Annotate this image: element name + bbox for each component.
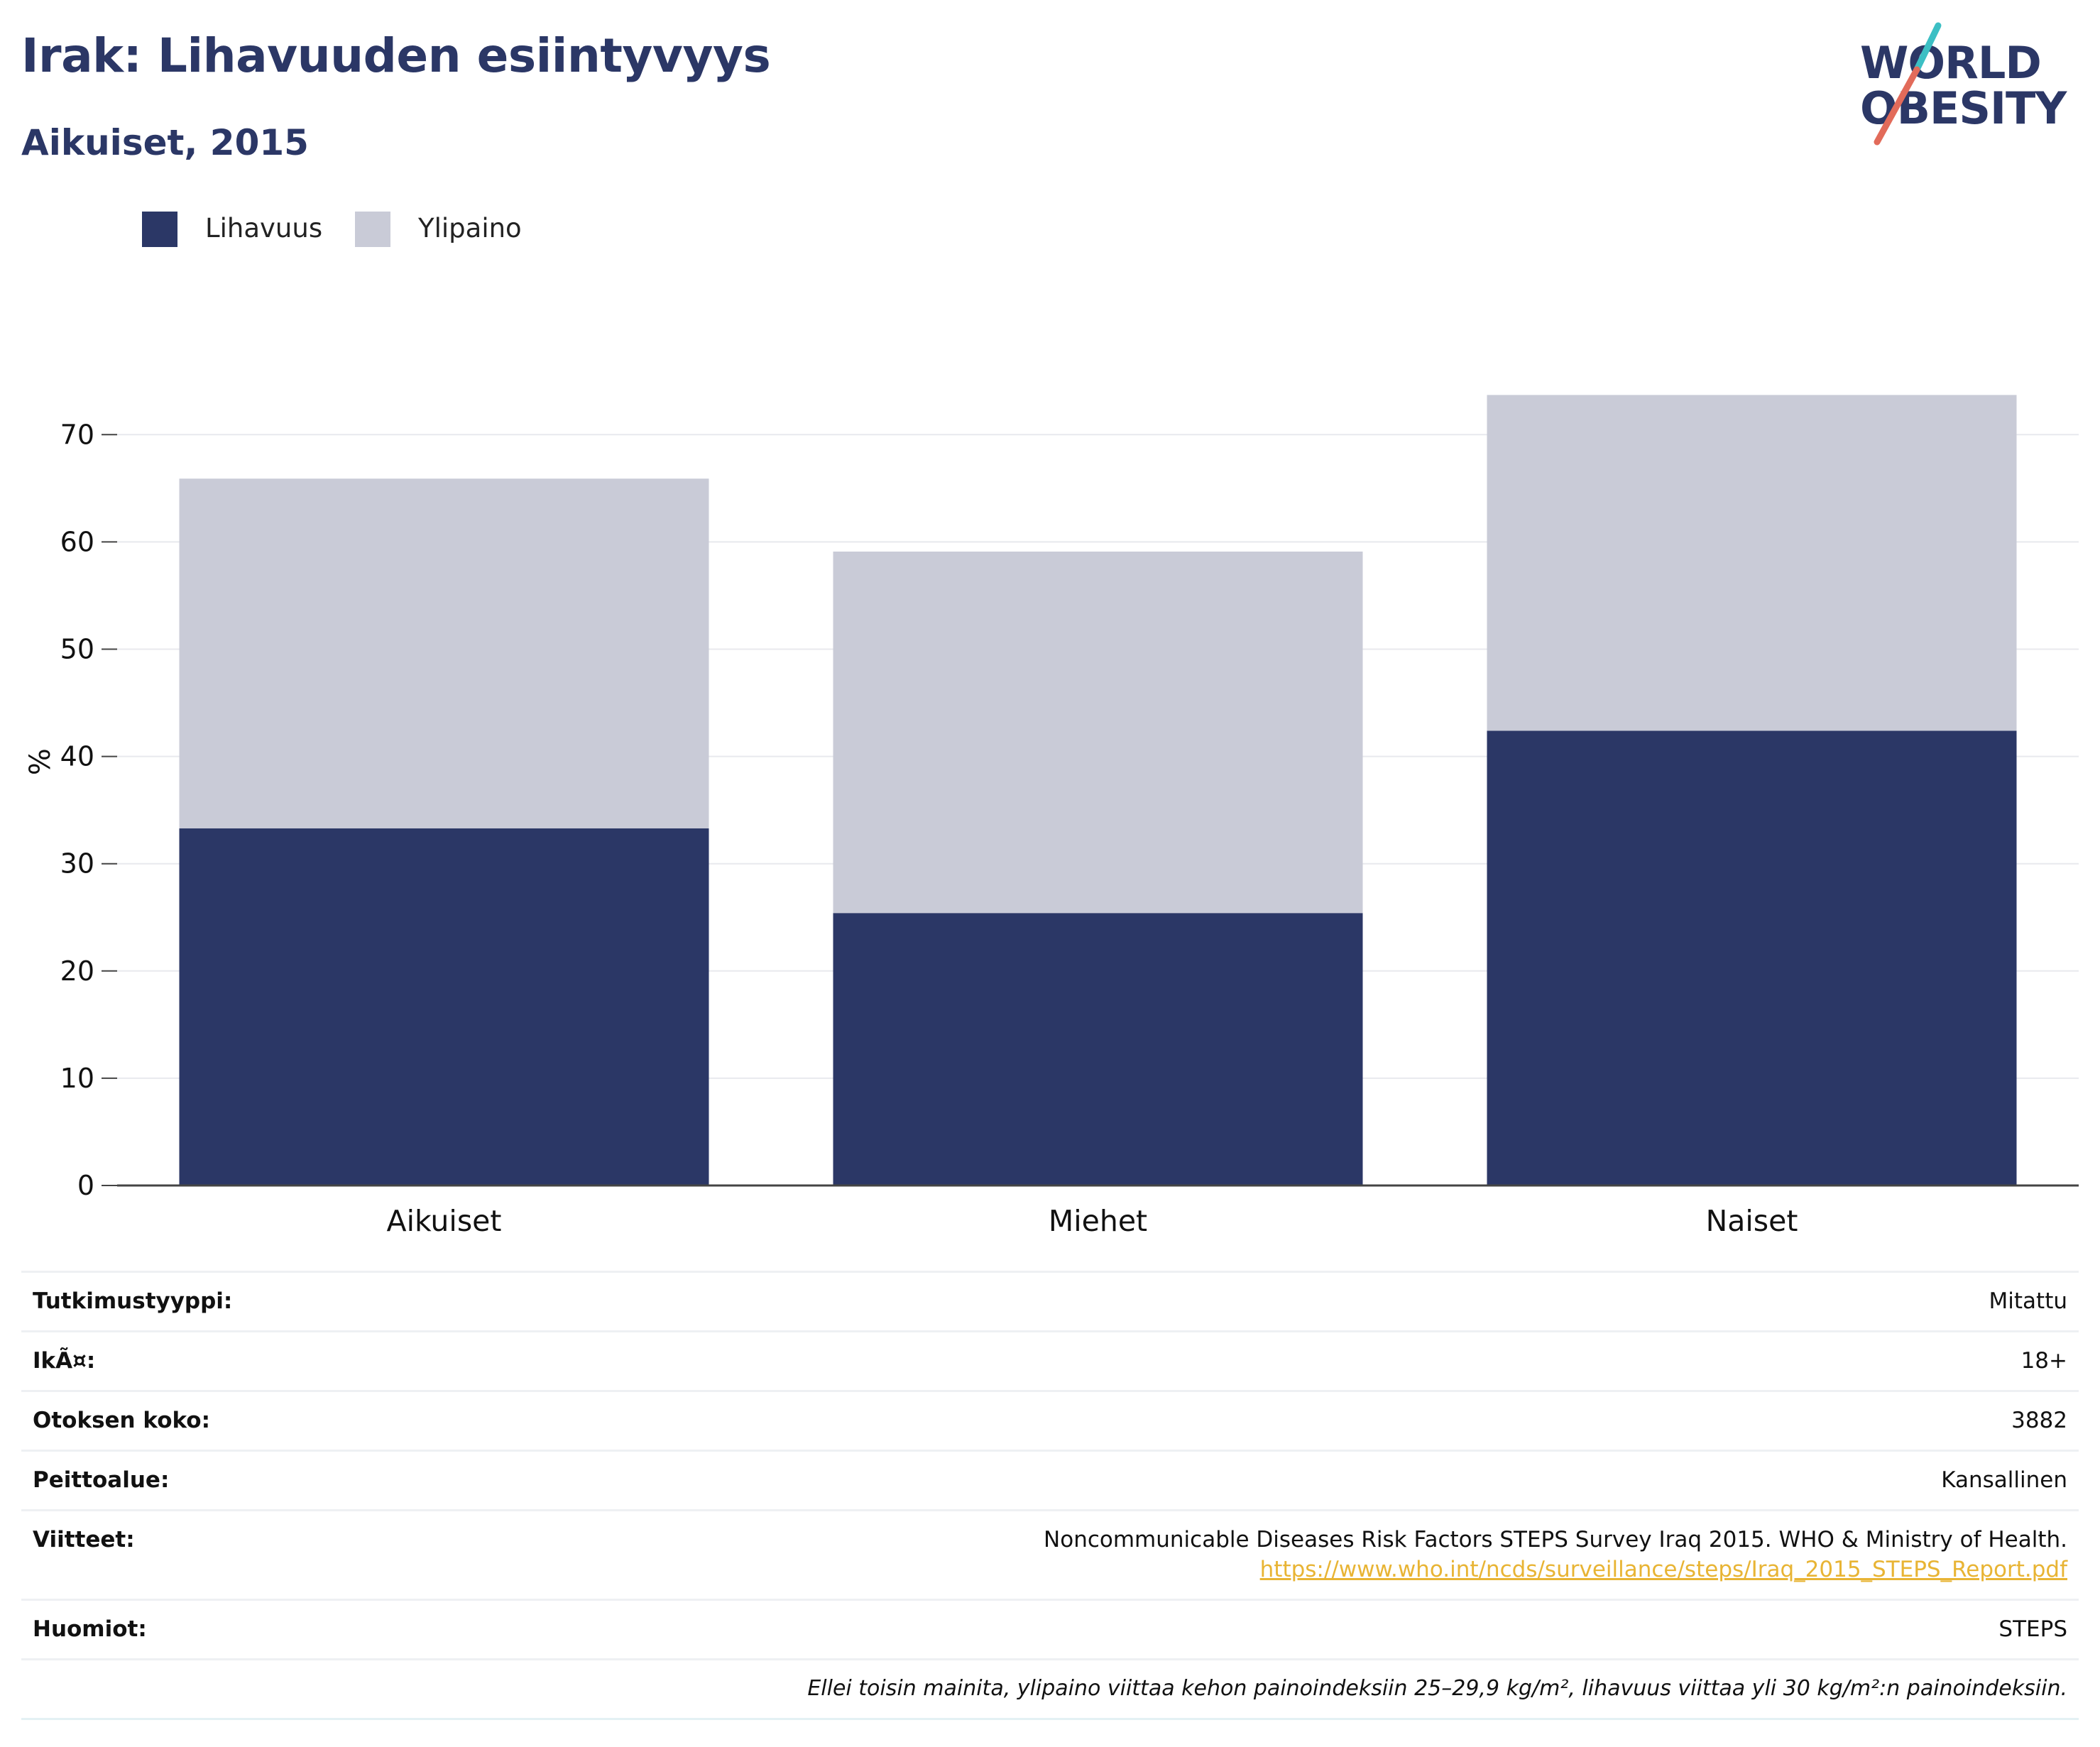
info-label: Viitteet: — [33, 1527, 135, 1552]
bar-ylipaino — [1487, 395, 2017, 731]
legend-swatch-ylipaino — [355, 212, 390, 247]
info-label: Huomiot: — [33, 1616, 147, 1642]
info-label: IkÃ¤: — [33, 1348, 96, 1374]
info-row-footnote: Ellei toisin mainita, ylipaino viittaa k… — [21, 1660, 2079, 1720]
y-tick-label: 30 — [60, 848, 94, 880]
bar-lihavuus — [179, 828, 709, 1185]
stacked-bar-chart: 0 10 20 30 40 50 60 70% Aikuiset Miehet Naiset — [24, 395, 2079, 1238]
info-value: 3882 — [2011, 1408, 2067, 1433]
info-value: 18+ — [2020, 1348, 2067, 1374]
info-row-sample-size: Otoksen koko: 3882 — [21, 1392, 2079, 1452]
bar-lihavuus — [1487, 730, 2017, 1185]
y-tick-label: 60 — [60, 526, 94, 557]
references-value: Noncommunicable Diseases Risk Factors ST… — [1044, 1527, 2067, 1582]
legend-label-ylipaino: Ylipaino — [418, 213, 522, 243]
footnote-text: Ellei toisin mainita, ylipaino viittaa k… — [807, 1676, 2067, 1701]
info-label: Otoksen koko: — [33, 1408, 210, 1433]
y-tick-label: 50 — [60, 634, 94, 665]
info-table: Tutkimustyyppi: Mitattu IkÃ¤: 18+ Otokse… — [21, 1271, 2079, 1720]
info-value: STEPS — [1998, 1616, 2067, 1642]
logo-slash-icon — [1874, 22, 1942, 146]
page-subtitle: Aikuiset, 2015 — [21, 122, 309, 163]
y-tick-label: 70 — [60, 419, 94, 450]
bar-ylipaino — [833, 551, 1363, 914]
bar-lihavuus — [833, 913, 1363, 1185]
logo-line-1: WORLD — [1860, 37, 2042, 89]
info-row-references: Viitteet: Noncommunicable Diseases Risk … — [21, 1511, 2079, 1601]
legend-swatch-lihavuus — [142, 212, 177, 247]
x-tick-label: Aikuiset — [387, 1204, 502, 1238]
world-obesity-logo: WORLD OBESITY — [1846, 20, 2087, 155]
x-tick-label: Naiset — [1706, 1204, 1798, 1238]
info-row-age: IkÃ¤: 18+ — [21, 1332, 2079, 1392]
x-tick-label: Miehet — [1049, 1204, 1147, 1238]
info-value: Kansallinen — [1941, 1467, 2067, 1493]
page-title: Irak: Lihavuuden esiintyvyys — [21, 28, 771, 83]
y-tick-label: 20 — [60, 955, 94, 987]
y-tick-label: 40 — [60, 741, 94, 772]
y-tick-label: 10 — [60, 1063, 94, 1094]
info-row-coverage: Peittoalue: Kansallinen — [21, 1452, 2079, 1511]
reference-link[interactable]: https://www.who.int/ncds/surveillance/st… — [1259, 1557, 2067, 1582]
bar-ylipaino — [179, 478, 709, 828]
info-row-notes: Huomiot: STEPS — [21, 1601, 2079, 1660]
info-label: Peittoalue: — [33, 1467, 170, 1493]
info-row-study-type: Tutkimustyyppi: Mitattu — [21, 1273, 2079, 1332]
y-axis-label: % — [24, 748, 57, 775]
legend-label-lihavuus: Lihavuus — [205, 213, 323, 243]
y-tick-label: 0 — [77, 1170, 94, 1201]
info-value: Mitattu — [1989, 1288, 2067, 1314]
info-label: Tutkimustyyppi: — [33, 1288, 233, 1314]
reference-text: Noncommunicable Diseases Risk Factors ST… — [1044, 1527, 2067, 1552]
